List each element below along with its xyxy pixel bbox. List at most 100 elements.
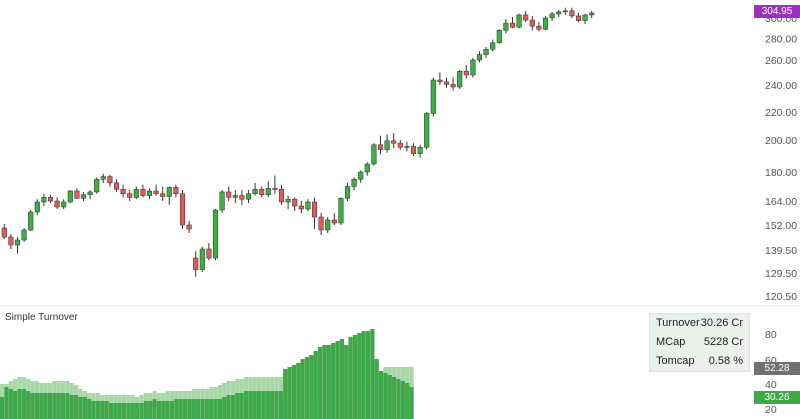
indicator-lower-label: 30.26	[754, 391, 800, 404]
candle-body	[377, 144, 384, 150]
candle-body	[206, 248, 212, 259]
info-label: MCap	[656, 336, 686, 348]
candle-body	[338, 198, 344, 224]
indicator-axis-tick: 20	[765, 404, 777, 416]
turnover-bar	[387, 375, 392, 419]
turnover-bar	[257, 391, 262, 419]
turnover-bar	[191, 399, 196, 419]
last-price-label: 304.95	[754, 5, 800, 18]
turnover-bar	[8, 389, 13, 419]
turnover-bar	[239, 393, 244, 419]
turnover-bar	[139, 403, 144, 419]
turnover-bar	[161, 401, 166, 419]
candle-body	[536, 25, 542, 30]
price-axis-tick: 280.00	[765, 34, 797, 46]
turnover-bar	[178, 399, 183, 419]
candle-body	[443, 81, 450, 85]
info-label: Turnover	[656, 317, 700, 329]
info-row-turnover: Turnover 30.26 Cr	[650, 314, 749, 333]
price-axis-tick: 129.50	[765, 268, 797, 280]
candle-body	[47, 197, 54, 202]
turnover-bar	[383, 373, 388, 419]
candle-body	[450, 84, 456, 88]
turnover-bar	[21, 389, 26, 419]
turnover-bar	[200, 399, 205, 419]
price-axis-tick: 139.50	[765, 245, 797, 257]
turnover-bar	[348, 337, 353, 419]
turnover-bar	[43, 393, 48, 419]
candle-body	[21, 229, 27, 241]
candle-body	[344, 186, 351, 199]
price-axis-tick: 164.00	[765, 196, 797, 208]
info-label: Tomcap	[656, 355, 695, 367]
turnover-bar	[296, 363, 301, 419]
turnover-bar	[217, 399, 222, 419]
turnover-bar	[209, 399, 214, 419]
candle-body	[239, 195, 245, 200]
turnover-bar	[91, 401, 96, 419]
turnover-bar	[392, 377, 397, 419]
candle-body	[404, 146, 410, 148]
turnover-bar	[326, 345, 331, 419]
candle-body	[364, 163, 370, 173]
turnover-bar	[283, 369, 288, 419]
turnover-bar	[13, 391, 18, 419]
turnover-bar	[213, 399, 218, 419]
candle-body	[212, 209, 219, 259]
indicator-axis-tick: 40	[765, 379, 777, 391]
candle-body	[186, 224, 192, 230]
info-box: Turnover 30.26 Cr MCap 5228 Cr Tomcap 0.…	[649, 313, 750, 372]
candle-body	[87, 191, 93, 195]
turnover-bar	[182, 399, 188, 419]
candle-body	[67, 190, 73, 203]
turnover-bar	[4, 387, 9, 419]
candle-body	[166, 187, 172, 197]
info-value: 0.58 %	[708, 355, 743, 367]
turnover-bar	[148, 401, 153, 419]
candle-body	[391, 140, 397, 144]
turnover-bar	[100, 401, 105, 419]
info-value: 30.26 Cr	[700, 317, 743, 329]
turnover-bar	[104, 401, 109, 419]
turnover-bar	[0, 397, 5, 419]
candle-body	[74, 190, 80, 199]
turnover-bar	[143, 401, 148, 419]
turnover-bar	[126, 403, 131, 419]
turnover-bar	[374, 359, 379, 419]
candle-body	[556, 11, 562, 15]
price-axis-tick: 260.00	[765, 55, 797, 67]
turnover-bar	[344, 345, 349, 419]
candle-body	[437, 79, 443, 83]
turnover-bar	[335, 341, 340, 419]
candle-body	[120, 188, 126, 194]
turnover-bar	[322, 345, 327, 419]
price-axis-tick: 200.00	[765, 135, 797, 147]
price-axis-tick: 180.00	[765, 167, 797, 179]
candle-body	[146, 190, 153, 196]
turnover-bar	[39, 393, 44, 419]
candle-body	[61, 201, 67, 208]
turnover-bar	[300, 359, 305, 419]
turnover-bar	[135, 403, 140, 419]
turnover-bar	[26, 391, 31, 419]
candle-body	[94, 179, 100, 193]
candle-body	[226, 191, 232, 198]
candle-body	[582, 14, 588, 21]
turnover-bar	[361, 331, 366, 419]
candle-body	[292, 198, 298, 207]
turnover-bar	[69, 395, 74, 419]
turnover-bar	[409, 387, 414, 419]
candle-body	[523, 14, 529, 21]
candle-body	[298, 205, 304, 210]
turnover-bar	[287, 367, 292, 419]
turnover-bar	[339, 339, 344, 419]
candle-body	[457, 71, 463, 88]
candle-body	[259, 188, 265, 195]
turnover-bar	[65, 393, 70, 419]
candle-body	[285, 198, 291, 203]
turnover-bar	[169, 401, 175, 419]
candle-body	[496, 30, 502, 44]
candle-body	[160, 193, 166, 197]
